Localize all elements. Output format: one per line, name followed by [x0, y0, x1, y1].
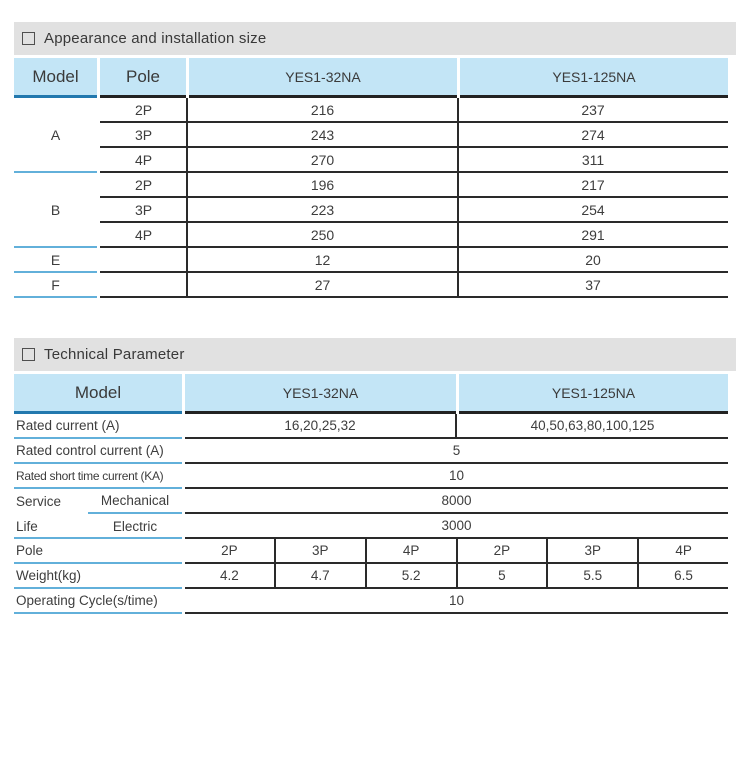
row-values-weight: 4.2 4.7 5.2 5 5.5 6.5: [185, 564, 728, 589]
value-cell: 4.7: [276, 564, 367, 587]
value-cell: 3000: [185, 514, 728, 539]
row-label-weight: Weight(kg): [14, 564, 182, 589]
value-cell: 4P: [367, 539, 458, 562]
value-cell: 2P: [185, 539, 276, 562]
value-cell: 27: [314, 276, 331, 293]
table-row: 4P 270 311: [100, 148, 728, 173]
row-label-rated-control-current: Rated control current (A): [14, 439, 182, 464]
value-cell: 40,50,63,80,100,125: [530, 418, 655, 433]
value-cell: 217: [581, 176, 605, 193]
table-row: 4P 250 291: [100, 223, 728, 248]
value-cell: 223: [310, 201, 335, 218]
technical-table: Model YES1-32NA YES1-125NA Rated current…: [14, 374, 728, 654]
row-values-rated-current: 16,20,25,32 40,50,63,80,100,125: [185, 414, 728, 439]
value-cell: 270: [310, 151, 335, 168]
value-cell: 5.2: [367, 564, 458, 587]
col-header-pole: Pole: [100, 58, 186, 98]
row-label-service-life: Service Life: [16, 494, 62, 534]
value-cell: 216: [310, 101, 335, 118]
value-cell: 6.5: [674, 568, 693, 583]
table-row: 2P 216 237: [100, 98, 728, 123]
value-cell: 3P: [548, 539, 640, 562]
row-label-rated-short-time-current: Rated short time current (KA): [14, 464, 182, 489]
value-cell: 12: [314, 251, 331, 268]
value-cell: 243: [310, 126, 335, 143]
col-header-yes1-32na: YES1-32NA: [189, 58, 457, 98]
section-header-appearance: Appearance and installation size: [14, 22, 736, 55]
pole-cell: [100, 273, 187, 296]
row-values-pole: 2P 3P 4P 2P 3P 4P: [185, 539, 728, 564]
row-label-mechanical: Mechanical: [88, 489, 182, 514]
value-cell: 8000: [185, 489, 728, 514]
value-cell: 311: [581, 151, 605, 168]
col-header-yes1-32na: YES1-32NA: [185, 374, 456, 414]
pole-cell: 2P: [134, 176, 153, 193]
pole-cell: [100, 248, 187, 271]
model-group-e: E: [14, 248, 97, 273]
table-row: 3P 243 274: [100, 123, 728, 148]
pole-cell: 4P: [134, 226, 153, 243]
label-underline: [14, 514, 182, 539]
value-cell: 10: [185, 464, 728, 489]
value-cell: 291: [581, 226, 605, 243]
table-row: 27 37: [100, 273, 728, 298]
table-row: 2P 196 217: [100, 173, 728, 198]
row-label-electric: Electric: [112, 519, 158, 534]
value-cell: 16,20,25,32: [185, 414, 457, 437]
pole-cell: 4P: [134, 151, 153, 168]
value-cell: 4P: [675, 543, 692, 558]
row-label-operating-cycle: Operating Cycle(s/time): [14, 589, 182, 614]
value-cell: 20: [585, 251, 601, 268]
table-row: 3P 223 254: [100, 198, 728, 223]
checkbox-icon: [22, 32, 35, 45]
value-cell: 254: [581, 201, 605, 218]
pole-cell: 3P: [134, 126, 153, 143]
col-header-model: Model: [14, 374, 182, 414]
value-cell: 5.5: [548, 564, 640, 587]
value-cell: 5: [185, 439, 728, 464]
value-cell: 2P: [458, 539, 549, 562]
model-group-a: A: [14, 98, 97, 173]
pole-cell: 3P: [134, 201, 153, 218]
model-group-b: B: [14, 173, 97, 248]
value-cell: 274: [581, 126, 605, 143]
col-header-yes1-125na: YES1-125NA: [460, 58, 728, 98]
value-cell: 37: [585, 276, 601, 293]
section-title: Appearance and installation size: [44, 30, 267, 47]
grid-vline: [457, 98, 459, 298]
section-title: Technical Parameter: [44, 346, 185, 363]
value-cell: 196: [310, 176, 335, 193]
section-header-technical: Technical Parameter: [14, 338, 736, 371]
table-row: 12 20: [100, 248, 728, 273]
value-cell: 237: [581, 101, 605, 118]
pole-cell: 2P: [134, 101, 153, 118]
value-cell: 10: [185, 589, 728, 614]
checkbox-icon: [22, 348, 35, 361]
value-cell: 250: [310, 226, 335, 243]
model-group-f: F: [14, 273, 97, 298]
col-header-yes1-125na: YES1-125NA: [459, 374, 728, 414]
value-cell: 3P: [276, 539, 367, 562]
appearance-table: Model Pole YES1-32NA YES1-125NA A B E F …: [14, 58, 728, 298]
col-header-model: Model: [14, 58, 97, 98]
value-cell: 4.2: [185, 564, 276, 587]
row-label-pole: Pole: [14, 539, 182, 564]
value-cell: 5: [458, 564, 549, 587]
row-label-rated-current: Rated current (A): [14, 414, 182, 439]
grid-vline: [186, 98, 188, 298]
